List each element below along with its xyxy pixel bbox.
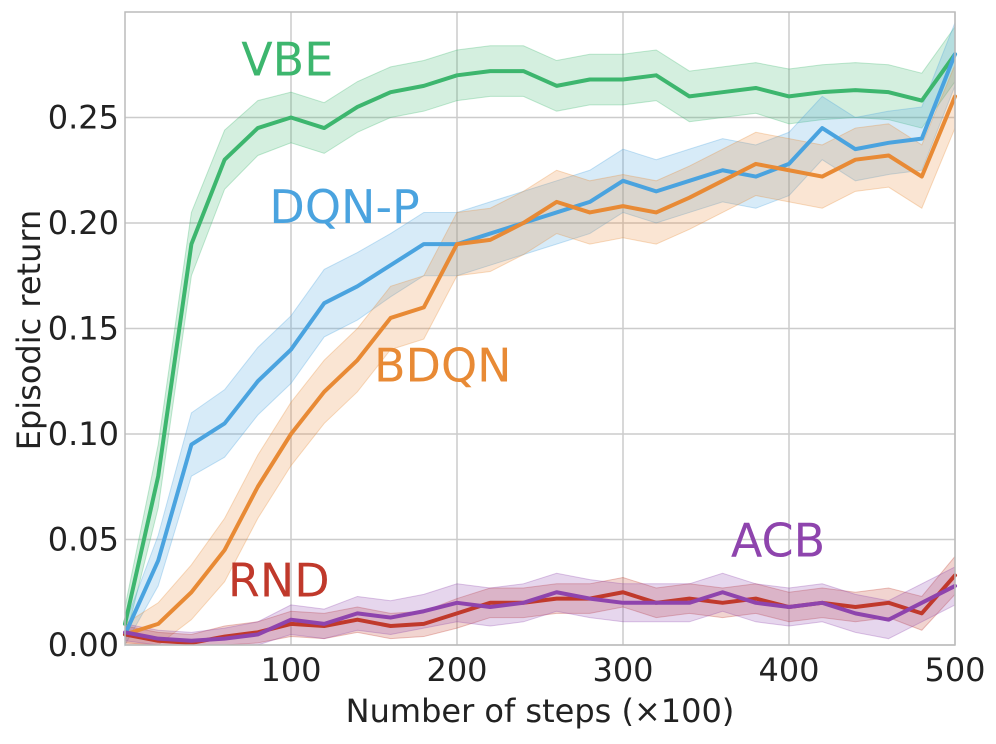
annotation-vbe: VBE [241,32,333,86]
y-tick-label: 0.25 [48,99,119,137]
y-axis-label: Episodic return [10,210,48,450]
series-lines [123,52,957,645]
y-tick-label: 0.00 [48,626,119,664]
series-annotations: VBE DQN-P BDQN RND ACB [228,32,825,607]
x-tick-label: 500 [924,651,985,689]
annotation-dqn-p: DQN-P [269,180,419,234]
y-tick-label: 0.05 [48,521,119,559]
line-bdqn [123,94,957,637]
y-tick-label: 0.20 [48,204,119,242]
x-axis-label: Number of steps (×100) [346,692,735,730]
line-vbe [123,52,957,626]
x-tick-label: 200 [426,651,487,689]
confidence-bands [124,22,956,647]
x-axis-ticks: 100 200 300 400 500 [260,651,985,689]
x-tick-label: 300 [592,651,653,689]
line-dqn-p [123,52,957,637]
line-acb [123,583,957,643]
annotation-acb: ACB [731,513,825,567]
x-tick-label: 400 [758,651,819,689]
annotation-rnd: RND [228,553,330,607]
y-tick-label: 0.10 [48,415,119,453]
y-tick-label: 0.15 [48,310,119,348]
y-axis-ticks: 0.00 0.05 0.10 0.15 0.20 0.25 [48,99,119,665]
annotation-bdqn: BDQN [374,338,512,392]
x-tick-label: 100 [260,651,321,689]
plot-frame [124,11,956,646]
